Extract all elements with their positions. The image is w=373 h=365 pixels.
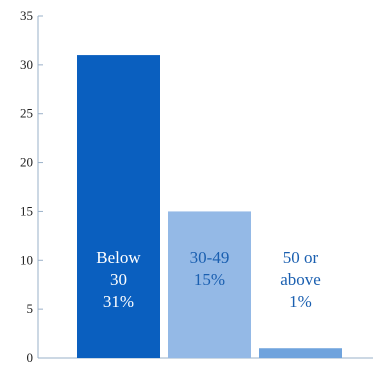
y-tick-label: 20 xyxy=(20,155,33,170)
bar-label-line: 50 or xyxy=(283,248,319,267)
bar-label-line: 15% xyxy=(194,270,225,289)
y-tick-label: 30 xyxy=(20,57,33,72)
bar-label-3: 50 or above 1% xyxy=(280,248,321,311)
bar-label-line: 1% xyxy=(289,292,312,311)
bar-1 xyxy=(77,55,160,358)
bar-label-line: Below xyxy=(96,248,141,267)
bar-label-2: 30-49 15% xyxy=(190,248,230,289)
y-tick-label: 15 xyxy=(20,203,33,218)
y-tick-label: 0 xyxy=(27,350,34,365)
bar-label-line: 30-49 xyxy=(190,248,230,267)
y-tick-label: 25 xyxy=(20,106,33,121)
bar-labels: Below 30 31% 30-49 15% 50 or above 1% xyxy=(96,248,320,311)
bars xyxy=(77,55,342,358)
bar-3 xyxy=(259,348,342,358)
bar-2 xyxy=(168,211,251,358)
y-tick-label: 35 xyxy=(20,8,33,23)
y-tick-label: 10 xyxy=(20,252,33,267)
bar-label-line: 30 xyxy=(110,270,127,289)
bar-label-1: Below 30 31% xyxy=(96,248,141,311)
bar-label-line: 31% xyxy=(103,292,134,311)
y-tick-label: 5 xyxy=(27,301,34,316)
bar-label-line: above xyxy=(280,270,321,289)
